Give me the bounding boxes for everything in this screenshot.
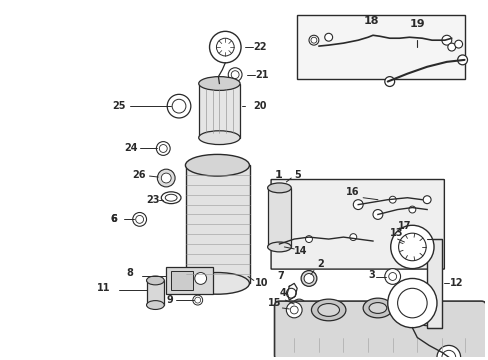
Circle shape [436, 345, 460, 360]
Circle shape [447, 43, 455, 51]
Ellipse shape [165, 194, 177, 201]
Text: 23: 23 [146, 195, 160, 205]
Circle shape [441, 35, 451, 45]
Bar [267, 188, 291, 247]
Text: 5: 5 [294, 170, 300, 180]
Text: 20: 20 [252, 101, 266, 111]
Circle shape [310, 37, 316, 43]
Text: 9: 9 [166, 295, 173, 305]
Ellipse shape [311, 299, 345, 321]
Circle shape [156, 141, 170, 156]
Text: 14: 14 [294, 246, 307, 256]
Circle shape [408, 206, 415, 213]
Circle shape [349, 234, 356, 240]
Bar [297, 15, 464, 78]
Circle shape [194, 297, 200, 303]
Circle shape [172, 99, 185, 113]
Circle shape [388, 196, 395, 203]
Text: 1: 1 [274, 170, 282, 180]
Text: 16: 16 [346, 187, 359, 197]
Circle shape [324, 33, 332, 41]
Circle shape [279, 236, 289, 246]
FancyBboxPatch shape [270, 180, 444, 269]
Ellipse shape [185, 154, 249, 176]
Circle shape [305, 236, 312, 243]
Circle shape [308, 35, 318, 45]
Circle shape [286, 302, 302, 318]
Bar [426, 239, 441, 328]
Text: 25: 25 [112, 101, 125, 111]
Text: 18: 18 [363, 15, 378, 26]
Ellipse shape [415, 310, 437, 326]
Circle shape [390, 225, 433, 269]
Circle shape [292, 299, 305, 313]
Circle shape [216, 38, 234, 56]
Text: 2: 2 [316, 258, 323, 269]
Circle shape [295, 302, 303, 310]
Circle shape [228, 68, 242, 82]
Text: 21: 21 [254, 69, 268, 80]
Ellipse shape [267, 183, 291, 193]
Text: 12: 12 [449, 278, 462, 288]
Circle shape [192, 295, 202, 305]
Circle shape [159, 145, 167, 152]
Circle shape [352, 200, 363, 210]
Text: 7: 7 [277, 271, 284, 282]
Circle shape [167, 94, 190, 118]
Circle shape [231, 71, 239, 78]
Circle shape [136, 215, 143, 223]
Circle shape [286, 288, 296, 298]
Text: 6: 6 [110, 215, 117, 224]
Circle shape [161, 173, 171, 183]
Text: 3: 3 [367, 270, 374, 280]
Circle shape [422, 196, 430, 204]
Circle shape [457, 55, 467, 65]
Text: 6: 6 [110, 215, 117, 224]
Circle shape [384, 77, 394, 86]
Ellipse shape [363, 298, 392, 318]
Text: 8: 8 [126, 267, 133, 278]
Bar [166, 267, 213, 294]
Circle shape [372, 210, 382, 219]
Text: 15: 15 [267, 298, 281, 308]
Circle shape [132, 212, 146, 226]
Circle shape [157, 169, 175, 187]
Circle shape [281, 238, 287, 244]
Circle shape [397, 288, 426, 318]
Text: 11: 11 [97, 283, 111, 293]
Bar [171, 271, 192, 290]
Circle shape [387, 278, 436, 328]
Text: 4: 4 [279, 288, 285, 298]
Ellipse shape [198, 77, 240, 90]
Ellipse shape [198, 131, 240, 145]
Ellipse shape [146, 301, 164, 310]
Text: 10: 10 [254, 278, 268, 288]
Ellipse shape [161, 192, 181, 204]
Bar [198, 84, 240, 138]
Circle shape [209, 31, 241, 63]
Bar [146, 280, 164, 305]
Ellipse shape [267, 242, 291, 252]
FancyBboxPatch shape [274, 301, 485, 360]
Circle shape [384, 269, 400, 284]
Circle shape [388, 273, 396, 280]
Circle shape [398, 233, 425, 261]
Text: 24: 24 [123, 144, 137, 153]
Circle shape [304, 274, 313, 283]
Circle shape [301, 271, 316, 286]
Circle shape [194, 273, 206, 284]
Ellipse shape [317, 303, 339, 316]
Text: 19: 19 [408, 19, 424, 30]
Circle shape [454, 40, 462, 48]
Circle shape [441, 350, 455, 360]
Bar [185, 165, 249, 283]
Circle shape [290, 306, 298, 314]
Text: 17: 17 [397, 221, 410, 231]
Ellipse shape [368, 302, 386, 314]
Text: 26: 26 [131, 170, 145, 180]
Ellipse shape [185, 273, 249, 294]
Text: 22: 22 [252, 42, 266, 52]
Text: 13: 13 [389, 228, 403, 238]
Ellipse shape [146, 276, 164, 285]
